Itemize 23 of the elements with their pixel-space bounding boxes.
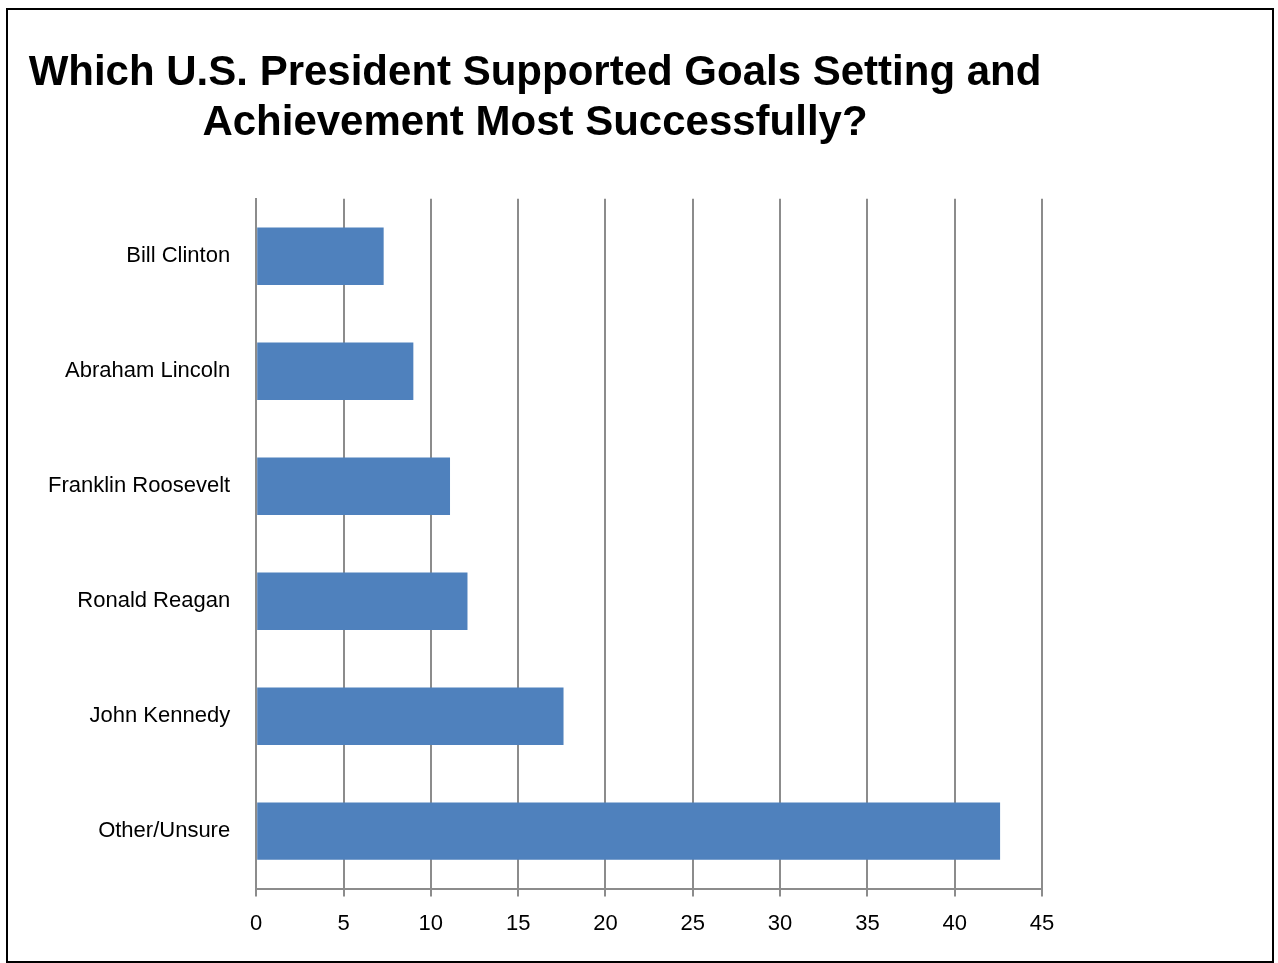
bar [257,687,564,745]
y-tick-label: Bill Clinton [126,242,231,268]
bar [257,802,1001,860]
y-tick-label: Franklin Roosevelt [48,472,231,498]
x-tick-label: 35 [855,909,880,935]
y-tick-label: John Kennedy [89,702,231,728]
y-tick-label: Abraham Lincoln [65,357,231,383]
bar [257,227,384,286]
x-tick-label: 30 [767,909,793,935]
x-tick-label: 10 [418,909,444,935]
bar [257,572,468,630]
x-tick-label: 0 [250,909,263,935]
y-tick-label: Ronald Reagan [77,587,231,613]
x-tick-label: 5 [337,909,350,935]
x-tick-label: 25 [680,909,705,935]
y-tick-label: Other/Unsure [98,817,231,843]
chart-title: Which U.S. President Supported Goals Setting and Achievement Most Successfully? [28,46,1042,145]
bar [257,457,451,515]
x-tick-label: 40 [942,909,967,935]
x-tick-label: 45 [1029,909,1055,935]
bar [257,342,414,400]
x-tick-label: 15 [505,909,531,935]
x-tick-label: 20 [593,909,618,935]
